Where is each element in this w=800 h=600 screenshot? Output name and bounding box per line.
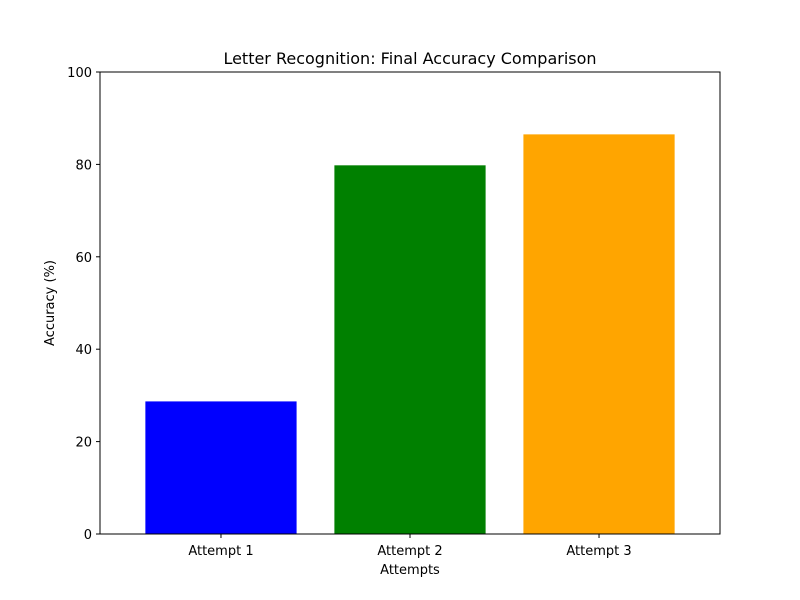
y-tick-label: 0 bbox=[84, 528, 92, 543]
bar-attempt-2 bbox=[334, 165, 486, 534]
y-tick-label: 60 bbox=[75, 251, 92, 266]
bars-layer bbox=[145, 134, 675, 534]
x-tick-label: Attempt 2 bbox=[377, 544, 442, 559]
bar-attempt-1 bbox=[145, 401, 297, 534]
chart-title: Letter Recognition: Final Accuracy Compa… bbox=[223, 49, 596, 68]
x-ticks: Attempt 1 Attempt 2 Attempt 3 bbox=[188, 534, 632, 559]
y-ticks: 0 20 40 60 80 100 bbox=[67, 66, 100, 543]
y-tick-label: 40 bbox=[75, 343, 92, 358]
x-tick-label: Attempt 3 bbox=[566, 544, 631, 559]
bar-attempt-3 bbox=[523, 134, 675, 534]
x-axis-label: Attempts bbox=[380, 563, 440, 578]
y-axis-label: Accuracy (%) bbox=[43, 260, 58, 346]
plot-frame bbox=[99, 71, 721, 535]
y-tick-label: 100 bbox=[67, 66, 92, 81]
y-tick-label: 20 bbox=[75, 436, 92, 451]
y-tick-label: 80 bbox=[75, 158, 92, 173]
x-tick-label: Attempt 1 bbox=[188, 544, 253, 559]
